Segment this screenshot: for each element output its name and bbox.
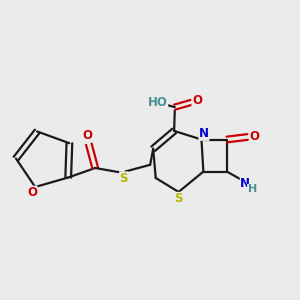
Text: O: O [250,130,260,143]
Text: HO: HO [148,96,168,109]
Text: O: O [82,129,92,142]
Text: S: S [119,172,128,185]
Text: O: O [192,94,202,107]
Text: H: H [248,184,257,194]
Text: O: O [27,186,37,199]
Text: S: S [174,192,183,206]
Text: N: N [240,177,250,190]
Text: N: N [199,127,209,140]
